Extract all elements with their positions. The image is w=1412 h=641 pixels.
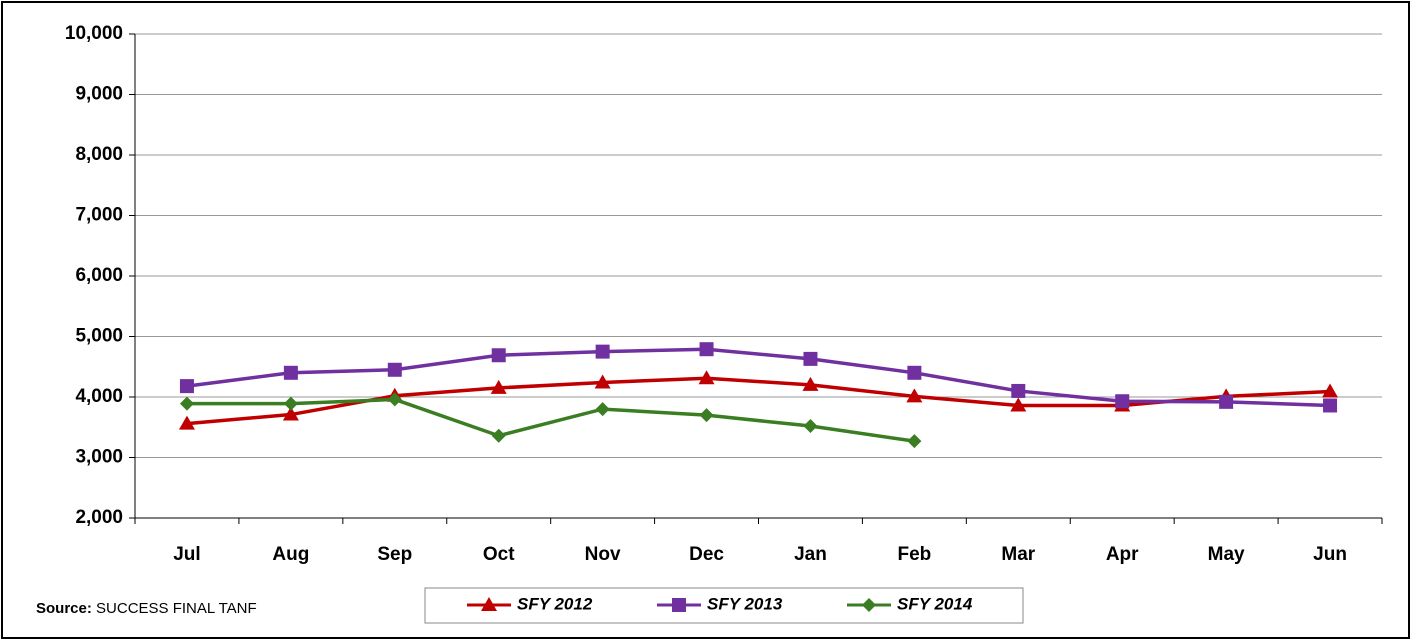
x-tick-label: Dec (689, 544, 724, 565)
data-point (490, 379, 507, 394)
legend-label: SFY 2014 (897, 594, 973, 613)
legend-label: SFY 2013 (707, 594, 783, 613)
data-point (283, 365, 298, 380)
legend-box (424, 587, 1024, 624)
y-tick-label: 8,000 (75, 144, 123, 165)
data-point (1010, 397, 1027, 412)
source-text: SUCCESS FINAL TANF (96, 600, 257, 617)
data-point (594, 374, 611, 389)
data-point (179, 379, 194, 394)
y-tick-label: 9,000 (75, 84, 123, 105)
data-point (179, 396, 194, 411)
data-point (387, 362, 402, 377)
legend-marker (672, 598, 686, 612)
legend-label: SFY 2012 (517, 594, 593, 613)
x-tick-label: Oct (483, 544, 515, 565)
data-point (699, 342, 714, 357)
data-point (491, 428, 506, 443)
data-point (1323, 398, 1338, 413)
x-tick-label: Mar (1001, 544, 1035, 565)
x-tick-label: Feb (897, 544, 931, 565)
data-point (803, 351, 818, 366)
data-point (1011, 383, 1026, 398)
x-tick-label: Sep (377, 544, 412, 565)
legend-marker (481, 597, 497, 611)
x-tick-label: Jan (794, 544, 827, 565)
data-point (1322, 383, 1339, 398)
data-point (907, 365, 922, 380)
data-point (282, 406, 299, 421)
y-tick-label: 7,000 (75, 205, 123, 226)
data-point (491, 348, 506, 363)
y-tick-label: 4,000 (75, 386, 123, 407)
x-tick-label: Aug (272, 544, 309, 565)
data-point (178, 415, 195, 430)
data-point (595, 344, 610, 359)
x-tick-label: May (1208, 544, 1245, 565)
source: Source: SUCCESS FINAL TANF (36, 600, 257, 617)
data-point (699, 408, 714, 423)
series-line (186, 347, 1331, 408)
x-tick-label: Jun (1313, 544, 1347, 565)
y-tick-label: 3,000 (75, 447, 123, 468)
data-point (906, 388, 923, 403)
data-point (387, 392, 402, 407)
data-point (1115, 394, 1130, 409)
legend-marker (862, 598, 876, 612)
data-point (595, 402, 610, 417)
data-point (802, 376, 819, 391)
series-line (186, 397, 915, 443)
data-point (698, 370, 715, 385)
data-point (907, 434, 922, 449)
x-tick-label: Jul (173, 544, 200, 565)
y-tick-label: 10,000 (65, 23, 123, 44)
source-label: Source: (36, 600, 92, 617)
y-tick-label: 6,000 (75, 265, 123, 286)
x-tick-label: Nov (585, 544, 621, 565)
x-tick-label: Apr (1106, 544, 1139, 565)
data-point (803, 419, 818, 434)
y-tick-label: 5,000 (75, 326, 123, 347)
data-point (1219, 394, 1234, 409)
data-point (283, 396, 298, 411)
y-tick-label: 2,000 (75, 507, 123, 528)
